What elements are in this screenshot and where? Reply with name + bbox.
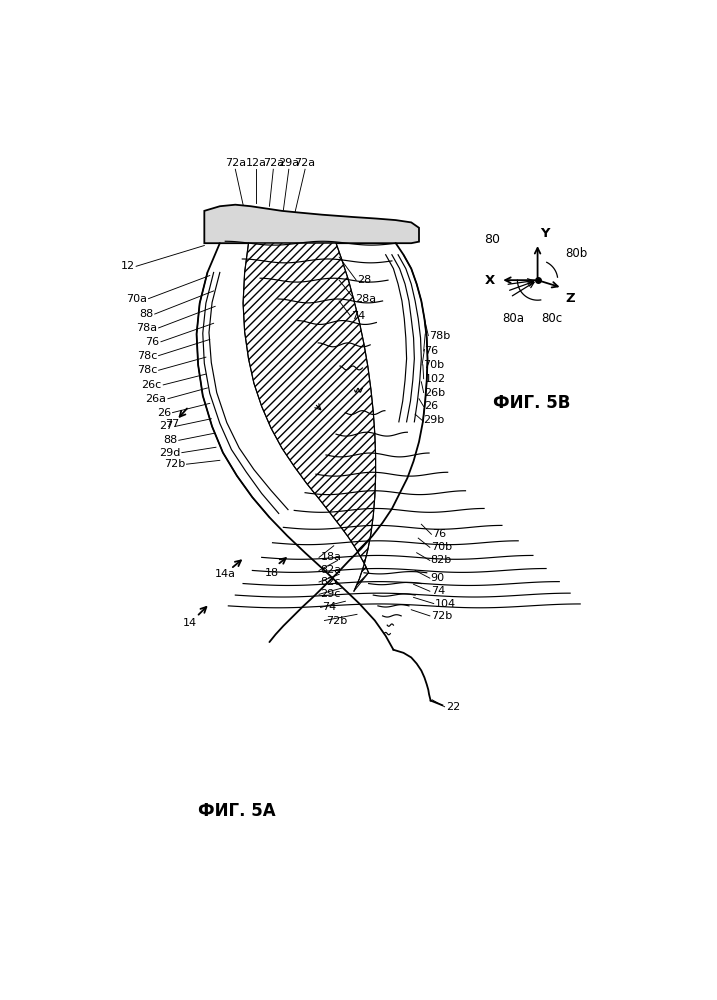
Text: 76: 76 xyxy=(146,337,159,347)
Text: 26c: 26c xyxy=(141,380,162,390)
Text: 80c: 80c xyxy=(541,312,562,326)
Text: 70b: 70b xyxy=(431,542,452,552)
Text: 82c: 82c xyxy=(320,577,341,587)
Text: 88: 88 xyxy=(163,435,177,445)
Text: 74: 74 xyxy=(351,311,366,321)
Text: Z: Z xyxy=(566,292,575,305)
Text: 78c: 78c xyxy=(137,365,157,375)
Text: 102: 102 xyxy=(424,374,445,384)
Text: ФИГ. 5А: ФИГ. 5А xyxy=(198,802,276,820)
Text: 80b: 80b xyxy=(566,247,588,260)
Text: 14: 14 xyxy=(184,618,197,628)
Text: 72b: 72b xyxy=(163,459,185,469)
Text: 76: 76 xyxy=(432,529,446,539)
Text: 29d: 29d xyxy=(159,448,180,458)
Text: 70b: 70b xyxy=(423,360,444,370)
Text: 82b: 82b xyxy=(431,555,452,565)
Text: 72a: 72a xyxy=(224,158,246,168)
Text: 88: 88 xyxy=(139,309,153,319)
Text: 72a: 72a xyxy=(262,158,284,168)
Text: 26a: 26a xyxy=(146,394,166,404)
Text: 18: 18 xyxy=(265,568,279,578)
Text: 12a: 12a xyxy=(246,158,267,168)
Text: 29c: 29c xyxy=(320,589,341,599)
Text: 18a: 18a xyxy=(320,552,341,562)
Text: Y: Y xyxy=(541,227,550,240)
Text: 74: 74 xyxy=(322,602,336,612)
Text: 27: 27 xyxy=(159,421,174,431)
Text: 76: 76 xyxy=(424,346,439,356)
Text: 26: 26 xyxy=(424,401,439,411)
Text: 90: 90 xyxy=(431,573,445,583)
Text: 78b: 78b xyxy=(429,331,450,341)
Text: 29a: 29a xyxy=(278,158,300,168)
Text: X: X xyxy=(485,274,495,287)
Text: 26b: 26b xyxy=(424,388,445,398)
Text: 70a: 70a xyxy=(126,294,147,304)
Text: 28: 28 xyxy=(357,275,371,285)
Text: 77: 77 xyxy=(166,419,180,429)
Text: 14a: 14a xyxy=(215,569,236,579)
Polygon shape xyxy=(204,205,419,243)
Text: 72b: 72b xyxy=(431,611,452,621)
Text: 80: 80 xyxy=(485,233,500,246)
Polygon shape xyxy=(243,243,376,591)
Text: 72a: 72a xyxy=(295,158,315,168)
Text: 74: 74 xyxy=(431,586,445,596)
Text: 72b: 72b xyxy=(326,615,347,626)
Text: 12: 12 xyxy=(120,261,135,271)
Text: ФИГ. 5В: ФИГ. 5В xyxy=(493,394,570,412)
Text: 80a: 80a xyxy=(502,312,524,326)
Text: 28a: 28a xyxy=(355,294,376,304)
Text: 78c: 78c xyxy=(137,351,157,361)
Text: 26: 26 xyxy=(157,408,171,418)
Text: 29b: 29b xyxy=(423,415,444,425)
Text: 82a: 82a xyxy=(320,565,342,575)
Text: 22: 22 xyxy=(446,702,460,712)
Text: 78a: 78a xyxy=(136,323,157,333)
Text: 104: 104 xyxy=(435,599,455,609)
